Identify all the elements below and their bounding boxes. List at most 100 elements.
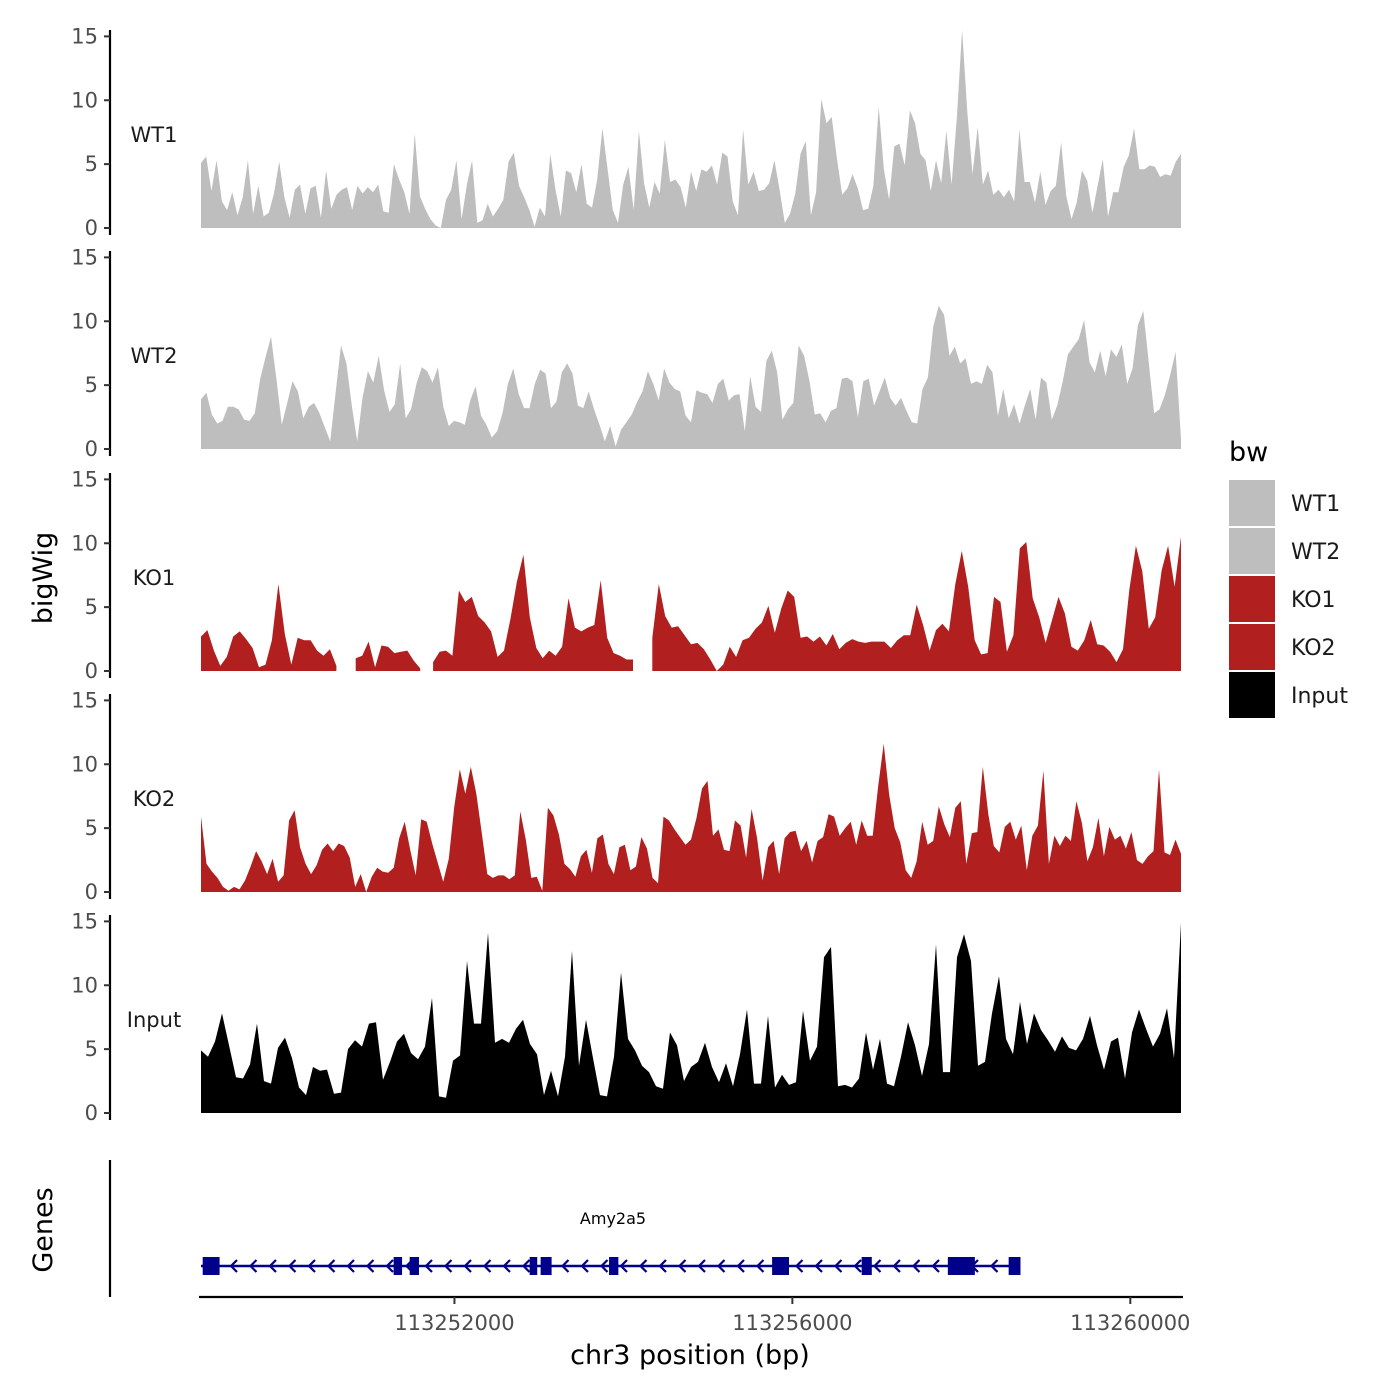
coverage-area xyxy=(201,743,1181,892)
strand-arrow xyxy=(307,1259,316,1273)
y-tick-label: 15 xyxy=(71,467,98,491)
strand-arrow xyxy=(755,1259,765,1273)
track-wt2: 0 5 10 15 WT2 xyxy=(71,245,1181,461)
legend-label-ko2: KO2 xyxy=(1291,636,1336,661)
y-tick-label: 15 xyxy=(71,688,98,712)
y-tick-label: 0 xyxy=(85,880,98,904)
legend: bw WT1 WT2 KO1 KO2 Input xyxy=(1229,437,1348,718)
strand-arrow xyxy=(677,1259,687,1273)
legend-label-input: Input xyxy=(1291,684,1348,709)
strand-arrow xyxy=(560,1259,570,1273)
legend-swatch-wt1 xyxy=(1229,480,1275,526)
coverage-area xyxy=(201,30,1181,228)
y-tick-label: 0 xyxy=(85,1101,98,1125)
strand-arrow xyxy=(599,1259,609,1273)
legend-swatch-input xyxy=(1229,672,1275,718)
y-tick-label: 10 xyxy=(71,531,98,555)
strand-arrow xyxy=(443,1259,453,1273)
legend-label-wt1: WT1 xyxy=(1291,492,1340,517)
strand-arrow xyxy=(736,1259,745,1273)
gene-track: Amy2a5 xyxy=(108,1160,1021,1297)
x-axis-title: chr3 position (bp) xyxy=(570,1340,810,1371)
y-tick-label: 10 xyxy=(71,88,98,112)
strand-arrow xyxy=(346,1259,355,1273)
track-wt1: 0 5 10 15 WT1 xyxy=(71,24,1181,240)
track-input: 0 5 10 15 Input xyxy=(71,909,1181,1125)
strand-arrow xyxy=(521,1259,531,1273)
x-tick-label: 113260000 xyxy=(1070,1311,1190,1335)
strand-arrow xyxy=(463,1259,472,1273)
exon xyxy=(861,1257,872,1275)
coverage-area xyxy=(201,584,337,671)
strand-arrow xyxy=(931,1259,940,1273)
y-tick-label: 0 xyxy=(85,659,98,683)
strand-arrow xyxy=(794,1259,804,1273)
exon xyxy=(947,1257,975,1275)
exon xyxy=(409,1257,419,1275)
track-label: WT1 xyxy=(131,123,178,147)
legend-swatch-ko1 xyxy=(1229,576,1275,622)
strand-arrow xyxy=(580,1259,589,1273)
strand-arrow xyxy=(989,1259,999,1273)
strand-arrow xyxy=(482,1259,492,1273)
coverage-area xyxy=(433,554,633,671)
exon xyxy=(609,1257,619,1275)
y-tick-label: 0 xyxy=(85,216,98,240)
coverage-area xyxy=(201,305,1181,449)
strand-arrow xyxy=(385,1259,394,1273)
strand-arrow xyxy=(229,1259,238,1273)
y-tick-label: 15 xyxy=(71,24,98,48)
bigwig-tracks: 0 5 10 15 WT1 0 5 10 15 WT2 0 5 10 15 KO1 0 5 10 15 KO2 0 5 10… xyxy=(71,24,1181,1125)
strand-arrow xyxy=(872,1259,882,1273)
y-tick-label: 0 xyxy=(85,437,98,461)
coverage-area xyxy=(652,536,1181,671)
strand-arrow xyxy=(268,1259,277,1273)
strand-arrow xyxy=(326,1259,336,1273)
legend-label-wt2: WT2 xyxy=(1291,540,1340,565)
y-tick-label: 5 xyxy=(85,595,98,619)
track-ko2: 0 5 10 15 KO2 xyxy=(71,688,1181,904)
coverage-area xyxy=(355,641,421,671)
y-tick-label: 5 xyxy=(85,1037,98,1061)
track-label: KO2 xyxy=(133,787,176,811)
strand-arrow xyxy=(814,1259,823,1273)
exon xyxy=(202,1257,220,1275)
track-label: WT2 xyxy=(131,344,178,368)
gene-name-label: Amy2a5 xyxy=(580,1209,646,1228)
legend-title: bw xyxy=(1229,437,1268,468)
y-axis-title: bigWig xyxy=(28,532,59,625)
strand-arrow xyxy=(853,1259,862,1273)
track-ko1: 0 5 10 15 KO1 xyxy=(71,467,1181,683)
x-tick-label: 113252000 xyxy=(394,1311,514,1335)
strand-arrow xyxy=(658,1259,667,1273)
exon xyxy=(529,1257,538,1275)
x-axis: 113252000 113256000 113260000 xyxy=(199,1295,1190,1335)
coverage-area xyxy=(201,922,1181,1113)
y-tick-label: 5 xyxy=(85,373,98,397)
strand-arrow xyxy=(638,1259,648,1273)
y-tick-label: 10 xyxy=(71,752,98,776)
legend-swatch-wt2 xyxy=(1229,528,1275,574)
genes-track-title: Genes xyxy=(28,1187,59,1272)
strand-arrow xyxy=(502,1259,511,1273)
track-label: KO1 xyxy=(133,566,176,590)
exon xyxy=(1008,1257,1021,1275)
y-tick-label: 5 xyxy=(85,152,98,176)
legend-label-ko1: KO1 xyxy=(1291,588,1336,613)
strand-arrow xyxy=(365,1259,375,1273)
exon xyxy=(393,1257,403,1275)
strand-arrow xyxy=(424,1259,433,1273)
track-label: Input xyxy=(127,1008,181,1032)
y-tick-label: 10 xyxy=(71,973,98,997)
strand-arrow xyxy=(248,1259,258,1273)
strand-arrow xyxy=(287,1259,297,1273)
x-tick-label: 113256000 xyxy=(732,1311,852,1335)
strand-arrow xyxy=(911,1259,921,1273)
y-tick-label: 5 xyxy=(85,816,98,840)
strand-arrow xyxy=(833,1259,843,1273)
strand-arrow xyxy=(619,1259,628,1273)
strand-arrow xyxy=(892,1259,901,1273)
legend-swatch-ko2 xyxy=(1229,624,1275,670)
exon xyxy=(540,1257,552,1275)
